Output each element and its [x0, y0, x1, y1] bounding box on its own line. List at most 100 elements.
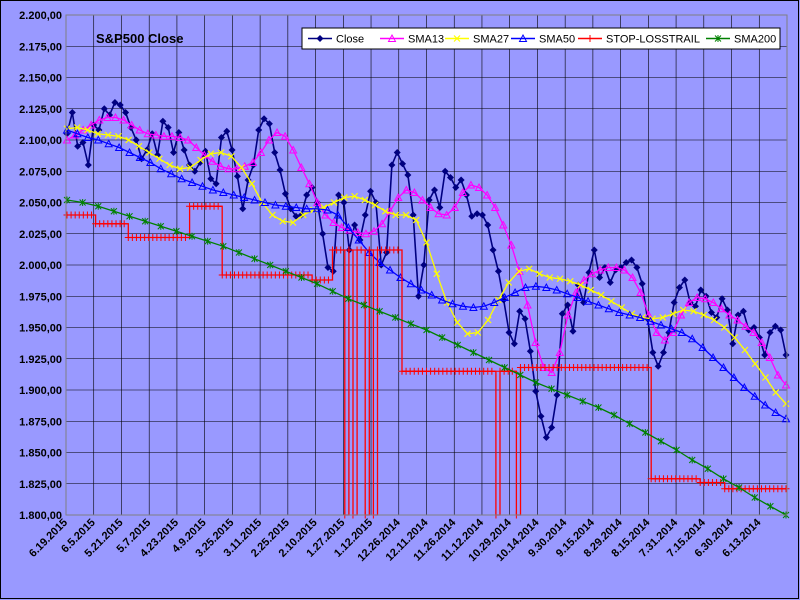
data-point-close: [212, 180, 220, 188]
data-point-sma50: [677, 327, 687, 336]
data-point-sma13: [135, 125, 145, 134]
data-point-sma27: [125, 136, 133, 144]
data-point-sma200: [423, 326, 430, 334]
data-point-close: [164, 124, 172, 131]
data-point-sma50: [333, 210, 343, 219]
data-point-close: [292, 212, 300, 220]
data-point-close: [159, 117, 167, 125]
data-point-sma200: [657, 437, 665, 445]
y-tick-label: 2.075,00: [19, 166, 62, 178]
data-point-sma13: [288, 145, 298, 154]
data-point-sma50: [635, 312, 645, 321]
data-point-sma27: [484, 316, 492, 324]
data-point-close: [596, 274, 604, 281]
data-point-sma13: [442, 210, 452, 219]
data-point-sma13: [708, 297, 718, 306]
data-point-sma50: [73, 129, 82, 138]
data-point-sma200: [360, 301, 368, 309]
data-point-close: [100, 105, 108, 113]
data-point-sma13: [248, 157, 258, 166]
data-point-sma13: [571, 287, 581, 296]
data-point-stop-losstrail: [782, 485, 790, 493]
legend-entry-sma13: SMA13: [380, 34, 444, 46]
data-point-sma13: [603, 262, 613, 271]
data-point-close: [548, 424, 556, 431]
data-point-close: [542, 434, 550, 441]
data-point-sma13: [733, 315, 742, 324]
data-point-sma13: [385, 206, 395, 215]
data-point-sma13: [523, 300, 532, 309]
data-point-sma13: [741, 321, 750, 330]
data-point-sma27: [94, 130, 102, 138]
data-point-sma50: [552, 285, 562, 294]
data-point-close: [691, 302, 699, 310]
data-point-sma13: [506, 240, 516, 249]
data-point-sma13: [781, 380, 791, 389]
data-point-close: [622, 259, 630, 266]
data-point-sma13: [458, 187, 468, 196]
data-point-sma50: [125, 147, 134, 156]
data-point-sma13: [749, 327, 759, 336]
legend-label-stop-losstrail: STOP-LOSSTRAIL: [606, 34, 700, 46]
data-point-sma200: [767, 502, 774, 510]
data-point-sma50: [729, 372, 739, 381]
data-point-close: [489, 246, 497, 254]
data-point-close: [638, 280, 646, 288]
data-point-sma50: [739, 382, 749, 391]
data-point-sma27: [186, 164, 194, 171]
data-point-sma50: [104, 139, 114, 148]
data-point-close: [281, 190, 289, 198]
legend-marker-stop-losstrail: [586, 35, 594, 42]
y-tick-label: 2.175,00: [19, 41, 62, 53]
data-point-close: [441, 167, 449, 175]
data-point-sma27: [114, 132, 122, 140]
data-point-sma27: [525, 265, 533, 273]
data-point-stop-losstrail: [488, 367, 496, 375]
data-point-sma13: [280, 131, 290, 140]
data-point-sma13: [482, 190, 492, 199]
legend-entry-stop-losstrail: STOP-LOSSTRAIL: [578, 34, 700, 46]
data-point-sma13: [684, 297, 694, 306]
data-point-sma13: [119, 115, 128, 124]
data-point-close: [436, 204, 444, 211]
data-point-sma50: [458, 301, 468, 310]
data-point-close: [399, 160, 407, 168]
data-point-sma200: [391, 314, 399, 321]
data-point-close: [553, 391, 561, 399]
y-tick-label: 2.150,00: [19, 73, 62, 85]
data-point-sma13: [401, 185, 411, 194]
y-tick-label: 2.000,00: [19, 260, 62, 272]
data-point-sma27: [412, 216, 420, 224]
data-point-sma27: [248, 180, 256, 188]
data-point-close: [420, 261, 428, 269]
data-point-close: [510, 340, 518, 348]
data-point-sma13: [70, 130, 80, 139]
data-point-sma13: [175, 132, 185, 141]
data-point-sma13: [474, 182, 484, 191]
data-point-sma200: [720, 475, 727, 483]
data-point-sma13: [361, 229, 371, 238]
data-point-close: [106, 111, 114, 119]
data-point-sma200: [485, 356, 493, 364]
data-point-sma200: [563, 391, 571, 399]
data-point-sma13: [369, 226, 379, 235]
data-point-sma50: [271, 200, 280, 209]
data-point-sma200: [595, 404, 602, 411]
data-point-close: [521, 315, 529, 323]
data-point-close: [404, 171, 412, 179]
data-point-sma50: [594, 300, 603, 309]
data-point-sma13: [636, 287, 645, 296]
data-point-close: [95, 126, 103, 134]
data-point-close: [223, 127, 231, 135]
data-point-stop-losstrail: [357, 246, 365, 254]
data-point-sma50: [437, 295, 447, 304]
data-point-sma50: [229, 190, 239, 199]
data-point-sma27: [566, 277, 574, 285]
data-point-close: [393, 149, 401, 156]
y-tick-label: 1.800,00: [19, 510, 62, 522]
data-point-close: [532, 387, 540, 395]
y-tick-label: 1.850,00: [19, 448, 62, 460]
data-point-sma13: [377, 219, 387, 228]
data-point-sma27: [330, 199, 338, 206]
data-point-sma13: [725, 310, 734, 319]
